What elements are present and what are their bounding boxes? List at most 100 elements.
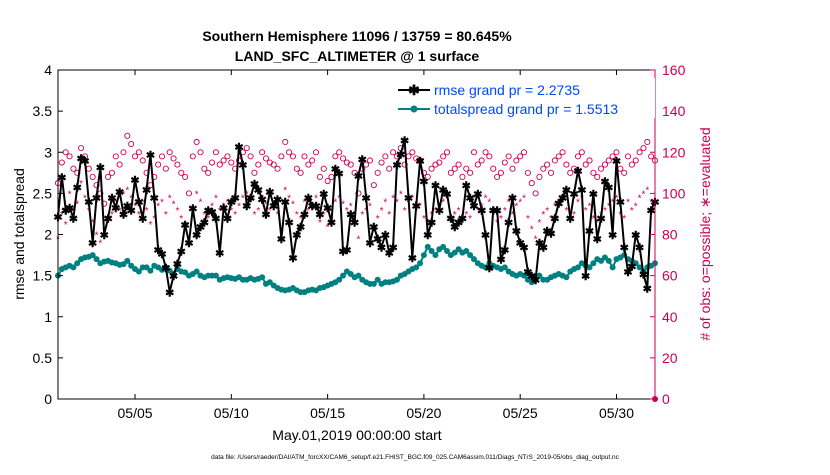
possible-obs-point [197,149,204,156]
legend-rmse-label: rmse grand pr = 2.2735 [434,82,580,98]
possible-obs-point [262,155,270,162]
evaluated-obs-point: * [333,198,337,209]
rmse-point: ✱ [516,238,525,250]
evaluated-obs-point: * [83,193,87,204]
x-axis: 05/05 05/10 05/15 05/20 05/25 05/30 [118,70,634,421]
possible-obs-point [139,157,146,164]
evaluated-obs-point: * [615,193,619,204]
possible-obs-point [624,153,632,160]
possible-obs-point [178,169,185,176]
rmse-point: ✱ [554,199,563,211]
evaluated-obs-point: * [364,206,368,217]
possible-obs-point [89,173,96,180]
evaluated-obs-point: * [245,189,249,200]
possible-obs-point [251,169,258,176]
evaluated-obs-point: * [383,198,387,209]
possible-obs-point [174,161,181,168]
rmse-point: ✱ [623,267,632,279]
totalspread-point [336,276,343,283]
rmse-point: ✱ [396,149,405,161]
evaluated-obs-point: * [495,218,499,229]
totalspread-point [521,272,528,279]
possible-obs-point [78,145,85,152]
possible-obs-point [463,165,470,172]
evaluated-obs-point: * [356,235,360,246]
possible-obs-point [621,169,628,176]
legend-rmse-marker: ✱ [408,82,420,98]
y-tick-label-right: 0 [662,391,670,407]
rmse-point: ✱ [130,175,139,187]
rmse-point: ✱ [119,209,128,221]
evaluated-obs-point: * [611,198,615,209]
possible-obs-point [228,159,235,166]
evaluated-obs-point: * [98,239,102,250]
possible-obs-point [189,153,196,160]
y-tick-label-right: 60 [662,268,678,284]
rmse-point: ✱ [435,205,444,217]
rmse-point: ✱ [546,228,555,240]
evaluated-obs-point: * [299,214,303,225]
rmse-point: ✱ [566,214,575,226]
x-tick-label: 05/15 [310,405,345,421]
rmse-point: ✱ [442,189,451,201]
rmse-point: ✱ [273,195,282,207]
possible-obs-point [124,132,131,139]
totalspread-point [467,252,474,259]
evaluated-obs-point: * [133,202,137,213]
possible-obs-point [370,182,377,189]
evaluated-obs-point: * [395,198,399,209]
rmse-point: ✱ [296,222,305,234]
rmse-point: ✱ [635,242,644,254]
evaluated-obs-point: * [229,206,233,217]
rmse-point: ✱ [169,271,178,283]
rmse-point: ✱ [134,197,143,209]
rmse-point: ✱ [431,181,440,193]
evaluated-obs-point: * [368,202,372,213]
evaluated-obs-point: * [634,202,638,213]
evaluated-obs-point: * [476,206,480,217]
possible-obs-point [58,159,65,166]
evaluated-obs-point: * [206,214,210,225]
evaluated-obs-point: * [630,206,634,217]
possible-obs-point [386,165,393,172]
rmse-point: ✱ [577,185,586,197]
rmse-point: ✱ [88,238,97,250]
possible-obs-point [540,165,547,172]
rmse-point: ✱ [639,269,648,281]
rmse-point: ✱ [581,271,590,283]
totalspread-point [444,247,451,254]
possible-obs-point [332,153,339,160]
possible-obs-point [282,138,289,146]
evaluated-obs-point: * [545,206,549,217]
rmse-point: ✱ [261,209,270,221]
evaluated-obs-point: * [537,218,541,229]
rmse-point: ✱ [392,160,401,172]
possible-obs-point [374,169,381,176]
possible-obs-point [339,155,347,162]
rmse-point: ✱ [161,263,170,275]
evaluated-obs-point: * [160,198,164,209]
possible-obs-point [648,153,655,160]
rmse-point: ✱ [550,214,559,226]
y-tick-label-left: 0.5 [33,350,53,366]
rmse-point: ✱ [265,187,274,199]
totalspread-point [374,276,381,283]
rmse-point: ✱ [277,234,286,246]
totalspread-point [340,272,347,279]
evaluated-obs-point: * [360,210,364,221]
evaluated-obs-point: * [514,202,518,213]
rmse-point: ✱ [381,230,390,242]
rmse-point: ✱ [527,271,536,283]
possible-obs-point [216,161,223,168]
possible-obs-point [274,165,281,172]
possible-obs-point [201,165,208,172]
evaluated-obs-point: * [276,210,280,221]
possible-obs-point [551,157,558,164]
evaluated-obs-point: * [603,206,607,217]
rmse-point: ✱ [408,253,417,265]
evaluated-obs-point: * [110,210,114,221]
rmse-point: ✱ [362,193,371,205]
possible-obs-point [478,157,485,164]
possible-obs-point [355,190,362,197]
evaluated-obs-point: * [310,202,314,213]
